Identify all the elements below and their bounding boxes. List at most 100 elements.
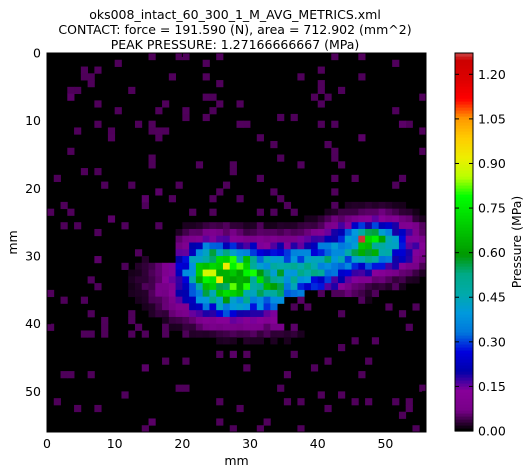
heatmap-cell xyxy=(168,283,176,291)
heatmap-cell xyxy=(338,289,346,298)
heatmap-cell xyxy=(277,283,285,291)
heatmap-cell xyxy=(94,168,102,176)
heatmap-cell xyxy=(283,289,292,298)
heatmap-cell xyxy=(317,215,325,223)
heatmap-cell xyxy=(385,215,393,223)
colorbar-segment xyxy=(455,131,473,135)
heatmap-cell xyxy=(412,215,420,223)
heatmap-cell xyxy=(358,296,366,304)
heatmap-cell xyxy=(195,283,204,291)
heatmap-cell xyxy=(270,222,278,230)
heatmap-cell xyxy=(331,235,339,243)
heatmap-cell xyxy=(419,228,427,237)
heatmap-cell xyxy=(392,228,400,237)
heatmap-cell xyxy=(412,208,420,216)
heatmap-cell xyxy=(263,418,271,426)
heatmap-cell xyxy=(189,289,197,298)
heatmap-cell xyxy=(412,269,420,277)
heatmap-cell xyxy=(405,256,413,264)
heatmap-cell xyxy=(148,310,156,318)
colorbar-segment xyxy=(455,107,473,111)
heatmap-cell xyxy=(168,262,176,270)
heatmap-cell xyxy=(216,80,224,88)
heatmap-cell xyxy=(229,310,237,318)
heatmap-cell xyxy=(419,242,427,250)
heatmap-cell xyxy=(74,404,82,413)
heatmap-cell xyxy=(148,276,156,284)
heatmap-cell xyxy=(94,228,102,237)
heatmap-cell xyxy=(229,242,237,250)
heatmap-cell xyxy=(60,371,68,379)
heatmap-cell xyxy=(297,283,305,291)
colorbar-segment xyxy=(455,257,473,261)
heatmap-cell xyxy=(297,161,305,169)
heatmap-cell xyxy=(317,391,325,399)
heatmap-cell xyxy=(324,242,332,250)
heatmap-cell xyxy=(141,425,149,433)
heatmap-cell xyxy=(398,242,407,250)
heatmap-cell xyxy=(236,404,244,413)
heatmap-cell xyxy=(358,228,366,237)
heatmap-cell xyxy=(87,80,95,88)
colorbar-tick-label: 0.90 xyxy=(478,156,506,171)
heatmap-cell xyxy=(202,73,210,81)
heatmap-cell xyxy=(168,276,176,284)
heatmap-cell xyxy=(195,276,204,284)
heatmap-cell xyxy=(53,174,61,182)
heatmap-cell xyxy=(195,316,204,325)
heatmap-cell xyxy=(67,371,75,379)
heatmap-cell xyxy=(216,188,224,196)
colorbar-segment xyxy=(455,251,473,255)
heatmap-cell xyxy=(256,425,264,433)
heatmap-cell xyxy=(317,80,325,88)
heatmap-cell xyxy=(182,249,190,257)
heatmap-cell xyxy=(148,289,156,298)
heatmap-cell xyxy=(317,276,325,284)
heatmap-cell xyxy=(304,235,312,243)
heatmap-cell xyxy=(365,357,373,365)
heatmap-cell xyxy=(128,330,136,338)
heatmap-cell xyxy=(358,222,366,230)
colorbar-segment xyxy=(455,65,473,69)
heatmap-cell xyxy=(216,228,224,237)
x-axis-label: mm xyxy=(224,453,248,468)
heatmap-cell xyxy=(202,330,210,338)
colorbar-segment xyxy=(455,104,473,108)
heatmap-cell xyxy=(277,384,285,392)
heatmap-cell xyxy=(358,242,366,250)
heatmap-cell xyxy=(405,120,413,128)
colorbar-segment xyxy=(455,284,473,288)
heatmap-cell xyxy=(270,188,278,196)
colorbar-segment xyxy=(455,383,473,387)
heatmap-cell xyxy=(317,235,325,243)
heatmap-cell xyxy=(365,256,373,264)
heatmap-cell xyxy=(155,262,163,270)
heatmap-cell xyxy=(243,323,251,331)
colorbar-segment xyxy=(455,221,473,225)
heatmap-cell xyxy=(270,235,278,243)
heatmap-cell xyxy=(331,289,339,298)
colorbar-segment xyxy=(455,173,473,177)
heatmap-cell xyxy=(290,269,298,277)
heatmap-cell xyxy=(87,73,95,81)
heatmap-cell xyxy=(236,289,244,298)
heatmap-cell xyxy=(358,235,366,243)
colorbar-segment xyxy=(455,167,473,171)
heatmap-cell xyxy=(338,235,346,243)
heatmap-cell xyxy=(324,357,332,365)
heatmap-cell xyxy=(338,283,346,291)
colorbar-segment xyxy=(455,110,473,114)
heatmap-cell xyxy=(358,276,366,284)
heatmap-cell xyxy=(263,228,271,237)
heatmap-cell xyxy=(351,215,359,223)
heatmap-cell xyxy=(263,296,271,304)
heatmap-cell xyxy=(222,262,231,270)
heatmap-cell xyxy=(283,222,292,230)
colorbar-segment xyxy=(455,239,473,243)
heatmap-cell xyxy=(378,283,386,291)
heatmap-cell xyxy=(263,222,271,230)
heatmap-cell xyxy=(155,283,163,291)
heatmap-cell xyxy=(338,276,346,284)
heatmap-cell xyxy=(283,262,292,270)
heatmap-cell xyxy=(216,310,224,318)
